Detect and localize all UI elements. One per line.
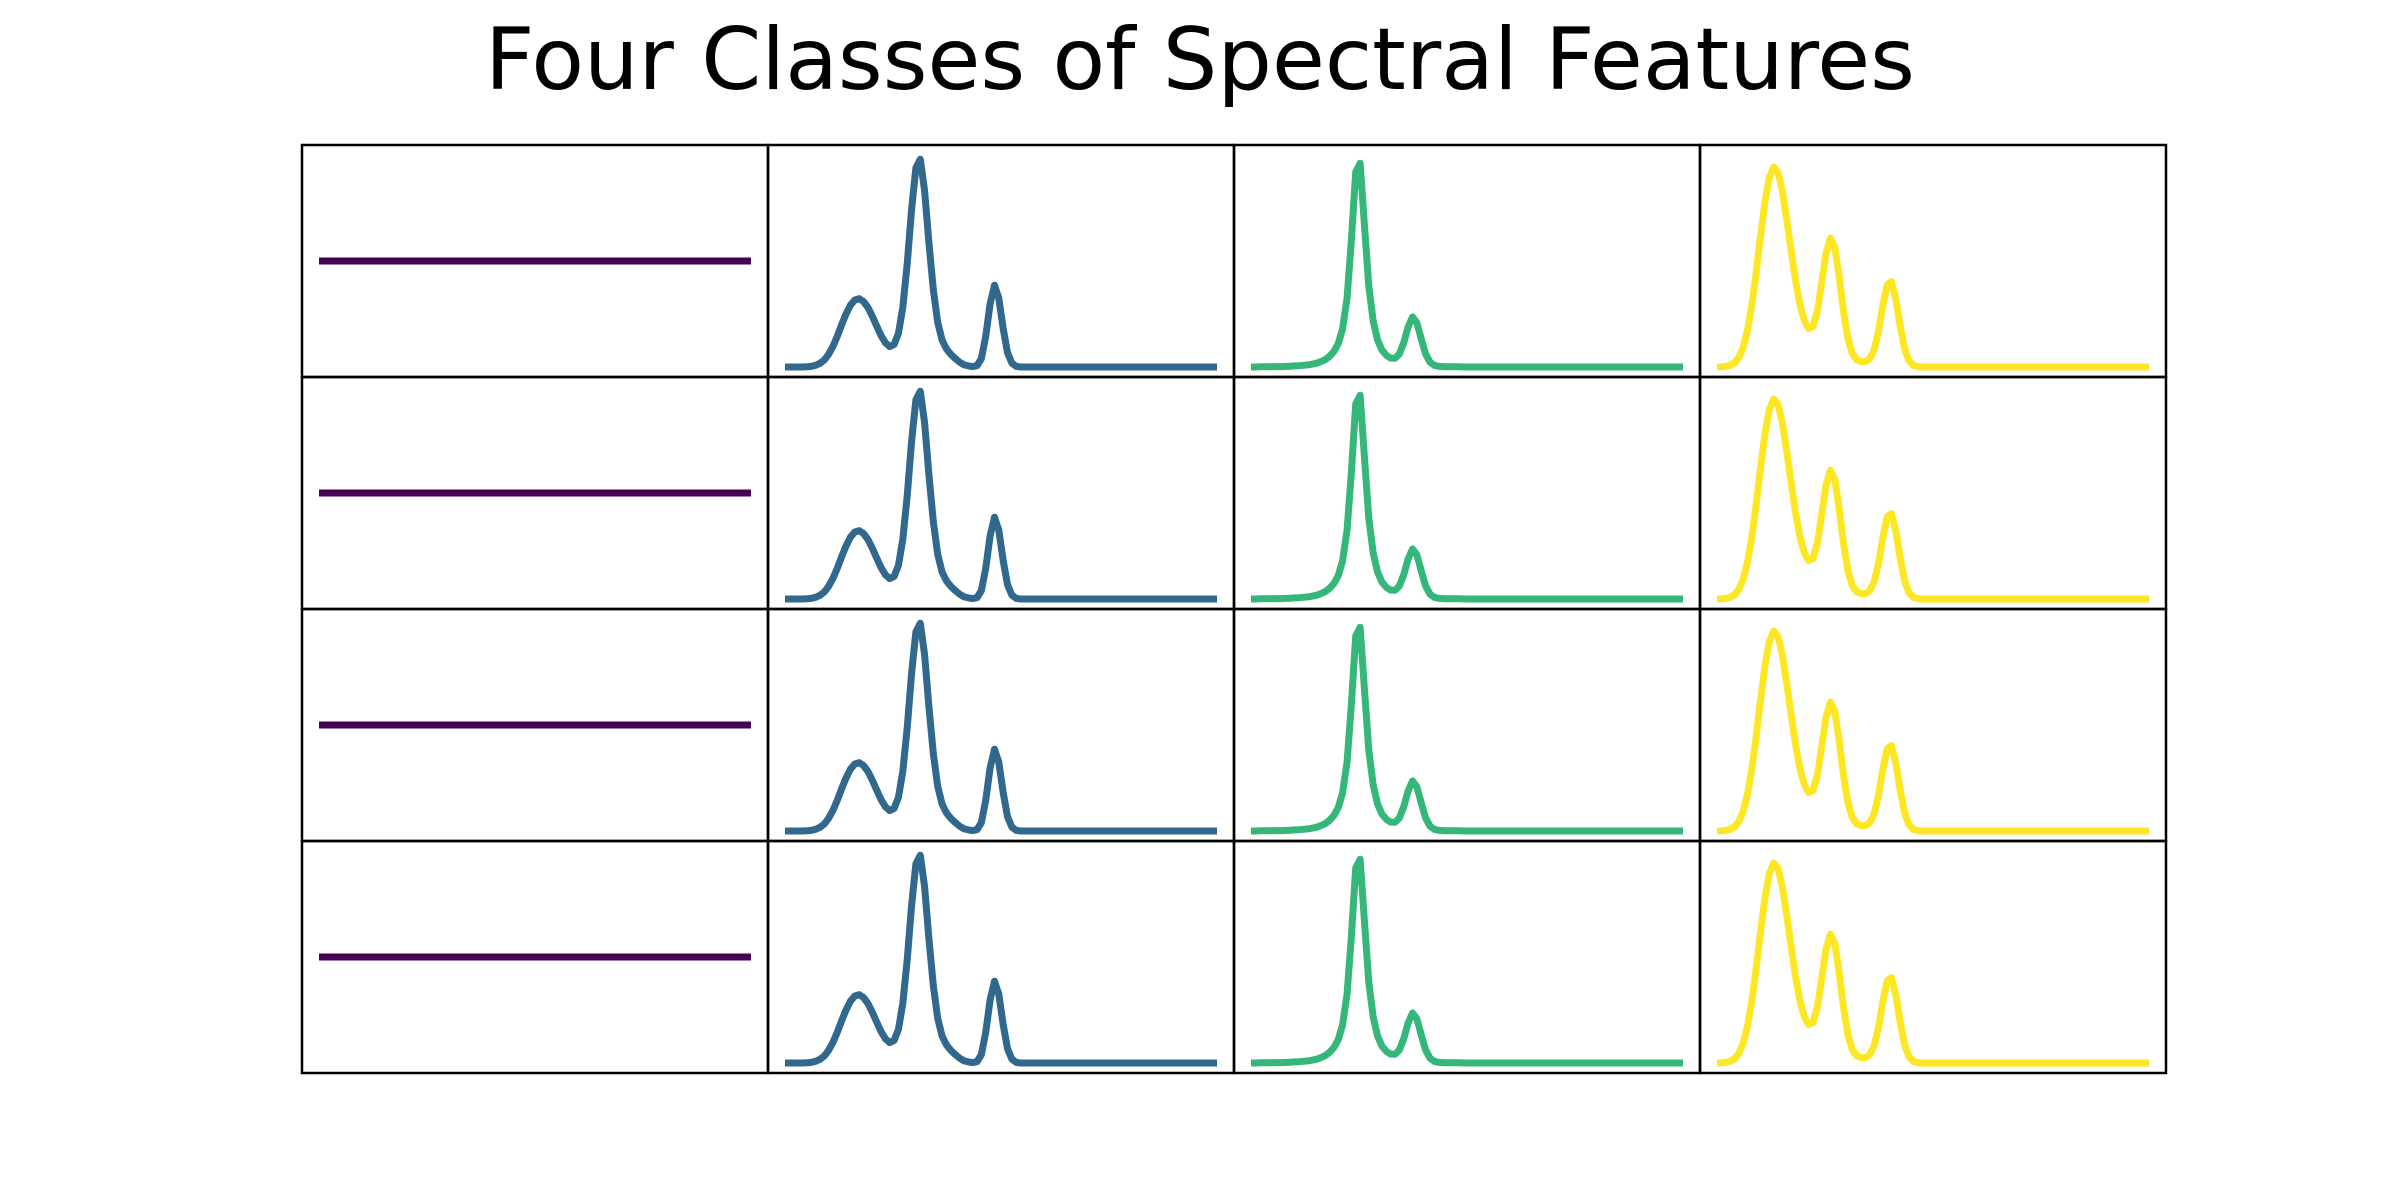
panel-r2-c2 — [766, 375, 1236, 611]
panel-r3-c3 — [1232, 607, 1702, 843]
panel-frame — [1698, 839, 2168, 1075]
panel-r3-c4 — [1698, 607, 2168, 843]
panel-r4-c1 — [300, 839, 770, 1075]
panel-frame — [1232, 839, 1702, 1075]
panels-layer — [300, 143, 2168, 1075]
chart-title: Four Classes of Spectral Features — [485, 10, 1915, 110]
panel-frame — [1232, 375, 1702, 611]
panel-frame — [1232, 607, 1702, 843]
panel-r3-c1 — [300, 607, 770, 843]
panel-r1-c1 — [300, 143, 770, 379]
panel-r2-c3 — [1232, 375, 1702, 611]
spectrum-line-class-3-sample-2 — [1251, 391, 1683, 603]
panel-r1-c3 — [1232, 143, 1702, 379]
spectrum-line-class-2-sample-4 — [785, 851, 1217, 1067]
spectrum-line-class-4-sample-2 — [1716, 395, 2149, 603]
panel-r2-c4 — [1698, 375, 2168, 611]
spectrum-line-class-4-sample-4 — [1716, 859, 2149, 1067]
spectrum-line-class-2-sample-1 — [785, 155, 1217, 371]
panel-r4-c2 — [766, 839, 1236, 1075]
panel-frame — [1232, 143, 1702, 379]
spectrum-line-class-4-sample-3 — [1716, 627, 2149, 835]
panel-r1-c2 — [766, 143, 1236, 379]
spectrum-line-class-2-sample-2 — [785, 387, 1217, 603]
panel-r4-c4 — [1698, 839, 2168, 1075]
spectrum-line-class-3-sample-3 — [1251, 623, 1683, 835]
panel-r3-c2 — [766, 607, 1236, 843]
spectrum-line-class-2-sample-3 — [785, 619, 1217, 835]
panel-r1-c4 — [1698, 143, 2168, 379]
panel-r2-c1 — [300, 375, 770, 611]
panel-r4-c3 — [1232, 839, 1702, 1075]
spectrum-line-class-3-sample-4 — [1251, 855, 1683, 1067]
spectrum-line-class-4-sample-1 — [1716, 163, 2149, 371]
spectrum-line-class-3-sample-1 — [1251, 159, 1683, 371]
